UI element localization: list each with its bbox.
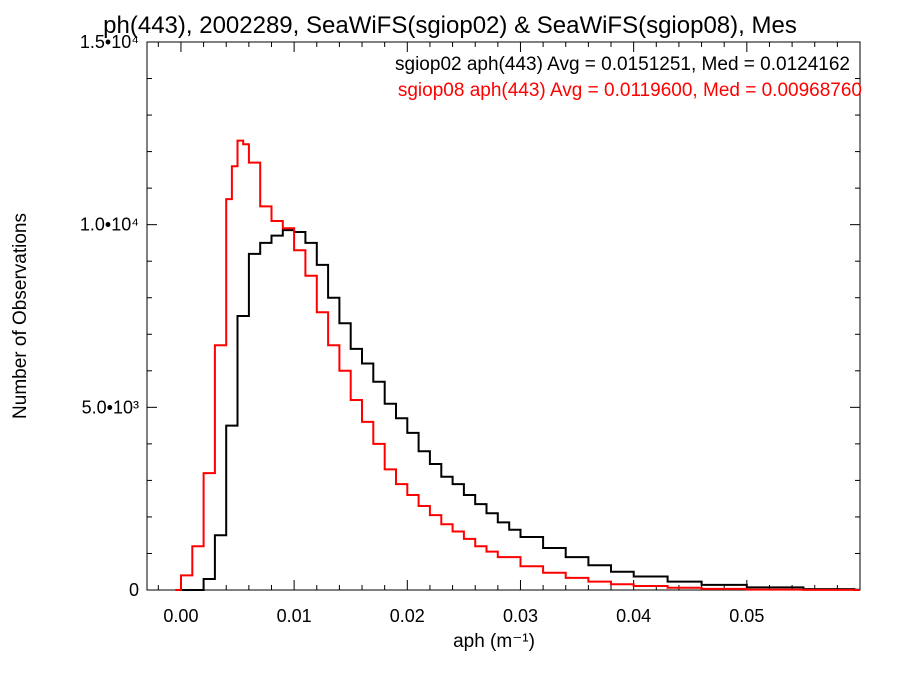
y-tick-labels: 0 5.0•10³ 1.0•10⁴ 1.5•10⁴ xyxy=(80,32,139,600)
series-line-sgiop08 xyxy=(175,139,860,591)
series-lines xyxy=(175,139,860,591)
x-tick-label: 0.00 xyxy=(163,606,198,626)
plot-frame xyxy=(146,41,861,591)
x-tick-labels: 0.00 0.01 0.02 0.03 0.04 0.05 xyxy=(163,606,764,626)
y-tick-label: 5.0•10³ xyxy=(82,397,139,417)
y-tick-label: 1.0•10⁴ xyxy=(80,215,139,235)
y-tick-label: 0 xyxy=(129,580,139,600)
x-tick-label: 0.04 xyxy=(616,606,651,626)
axis-ticks xyxy=(147,41,860,591)
series-line-sgiop02 xyxy=(181,229,860,591)
series-stats-sgiop02: sgiop02 aph(443) Avg = 0.0151251, Med = … xyxy=(395,54,850,75)
x-tick-label: 0.02 xyxy=(390,606,425,626)
x-axis-label: aph (m⁻¹) xyxy=(453,631,535,652)
y-axis-label: Number of Observations xyxy=(10,213,31,419)
x-tick-label: 0.05 xyxy=(729,606,764,626)
x-tick-label: 0.03 xyxy=(503,606,538,626)
series-stats-sgiop08: sgiop08 aph(443) Avg = 0.0119600, Med = … xyxy=(398,80,862,101)
y-tick-label: 1.5•10⁴ xyxy=(80,32,139,52)
x-tick-label: 0.01 xyxy=(277,606,312,626)
chart-title: ph(443), 2002289, SeaWiFS(sgiop02) & Sea… xyxy=(103,12,797,39)
